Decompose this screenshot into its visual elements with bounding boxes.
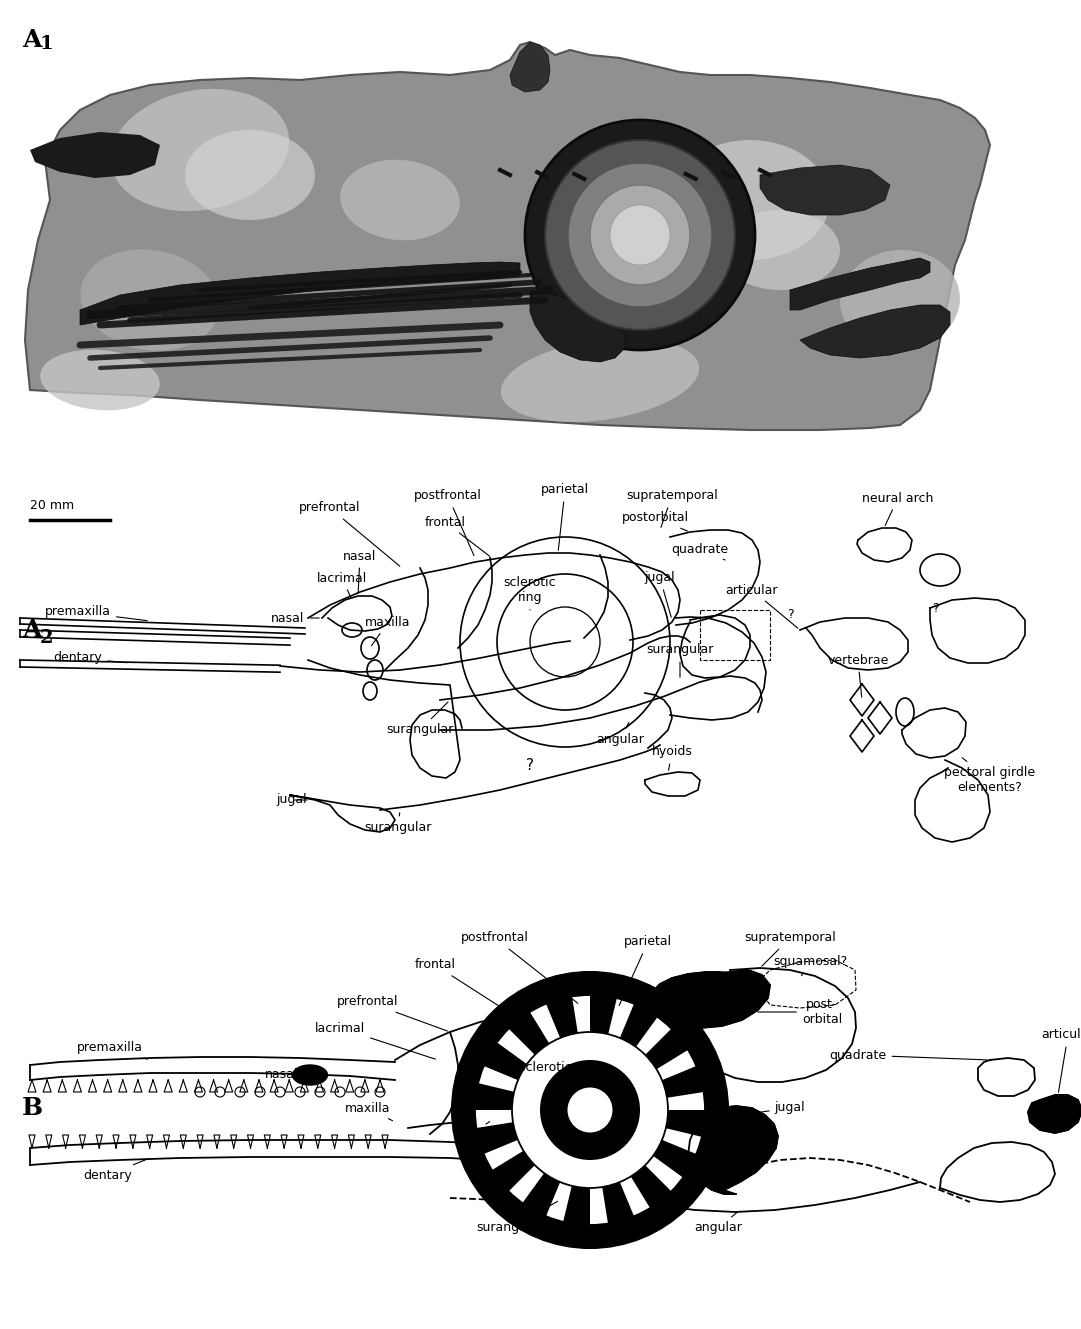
Text: maxilla: maxilla (365, 615, 411, 646)
Text: nasal: nasal (265, 1069, 307, 1082)
Wedge shape (484, 1042, 526, 1080)
Text: sclerotic
ring: sclerotic ring (504, 575, 557, 610)
Text: parietal: parietal (540, 484, 589, 550)
Text: postorbital: postorbital (622, 512, 689, 532)
Text: jugal: jugal (455, 1122, 490, 1142)
Ellipse shape (80, 250, 219, 351)
Polygon shape (30, 132, 160, 178)
Ellipse shape (110, 89, 290, 211)
Circle shape (475, 995, 705, 1225)
Text: hyoids: hyoids (652, 746, 693, 771)
Text: jugal: jugal (743, 1102, 805, 1115)
Text: nasal: nasal (344, 549, 376, 593)
Polygon shape (530, 290, 625, 361)
Text: quadrate: quadrate (829, 1049, 987, 1062)
Ellipse shape (185, 130, 315, 221)
Polygon shape (800, 304, 950, 358)
Text: vertebrae: vertebrae (827, 654, 889, 698)
Text: dentary: dentary (83, 1159, 147, 1181)
Ellipse shape (670, 140, 830, 260)
Circle shape (540, 1061, 640, 1160)
Text: angular: angular (596, 723, 644, 747)
Text: quadrate: quadrate (671, 544, 729, 560)
Text: lacrimal: lacrimal (315, 1022, 436, 1059)
Text: 2: 2 (40, 629, 53, 647)
Text: postfrontal: postfrontal (462, 932, 578, 1003)
Text: parietal: parietal (619, 936, 672, 1006)
Polygon shape (80, 262, 520, 326)
Polygon shape (790, 258, 930, 310)
Text: articular: articular (725, 583, 798, 629)
Text: surangular: surangular (364, 813, 431, 835)
Wedge shape (563, 1185, 590, 1225)
Wedge shape (666, 1110, 705, 1136)
Wedge shape (602, 1181, 635, 1224)
Text: prefrontal: prefrontal (299, 501, 400, 566)
Ellipse shape (501, 338, 699, 423)
Wedge shape (619, 1003, 657, 1047)
Wedge shape (653, 1140, 696, 1177)
Text: ?: ? (932, 602, 938, 614)
Polygon shape (760, 165, 890, 215)
Ellipse shape (720, 210, 840, 290)
Wedge shape (522, 1174, 560, 1216)
Circle shape (568, 1087, 613, 1132)
Text: surangular: surangular (477, 1201, 558, 1235)
Ellipse shape (293, 1065, 328, 1084)
Text: jugal: jugal (644, 571, 676, 618)
Text: surangular: surangular (386, 702, 454, 736)
Text: ?: ? (526, 758, 534, 772)
Text: angular: angular (694, 1212, 742, 1235)
Polygon shape (688, 1106, 778, 1193)
Text: surangular: surangular (646, 643, 713, 678)
Circle shape (545, 140, 735, 330)
Polygon shape (1028, 1095, 1081, 1134)
Text: A: A (22, 28, 41, 52)
Text: prefrontal: prefrontal (337, 995, 448, 1031)
Circle shape (525, 120, 755, 350)
Text: 20 mm: 20 mm (30, 498, 75, 512)
Ellipse shape (840, 250, 960, 350)
Text: 1: 1 (40, 35, 54, 53)
Wedge shape (546, 997, 578, 1038)
Wedge shape (509, 1011, 549, 1055)
Text: lacrimal: lacrimal (317, 571, 368, 598)
Wedge shape (645, 1029, 688, 1070)
Text: pectoral girdle
elements?: pectoral girdle elements? (945, 758, 1036, 793)
Text: nasal: nasal (271, 611, 319, 625)
Text: postfrontal: postfrontal (414, 489, 482, 556)
Text: dentary: dentary (54, 651, 128, 664)
Text: supratemporal: supratemporal (744, 932, 836, 966)
Text: maxilla: maxilla (345, 1102, 392, 1120)
Polygon shape (25, 43, 990, 431)
Circle shape (590, 185, 690, 284)
Text: articular: articular (1042, 1029, 1081, 1092)
Text: premaxilla: premaxilla (45, 606, 147, 621)
Wedge shape (630, 1166, 671, 1208)
Circle shape (568, 163, 712, 307)
Text: ?: ? (787, 609, 793, 622)
Text: B: B (22, 1096, 43, 1120)
Text: frontal: frontal (425, 516, 490, 557)
Circle shape (610, 205, 670, 264)
Text: sclerotic ring: sclerotic ring (520, 1062, 601, 1075)
Polygon shape (650, 970, 770, 1029)
Text: supratemporal: supratemporal (626, 489, 718, 528)
Text: post-
orbital: post- orbital (758, 998, 842, 1026)
Wedge shape (477, 1122, 518, 1154)
Text: frontal: frontal (414, 958, 510, 1014)
Text: neural arch: neural arch (863, 492, 934, 525)
Ellipse shape (40, 350, 160, 411)
Text: squamosal?: squamosal? (773, 956, 848, 975)
Ellipse shape (341, 159, 459, 241)
Wedge shape (475, 1083, 515, 1110)
Polygon shape (510, 43, 550, 92)
Text: A: A (22, 618, 41, 642)
Wedge shape (492, 1151, 535, 1191)
Wedge shape (662, 1066, 704, 1098)
Text: jugal: jugal (277, 793, 307, 807)
Circle shape (452, 971, 728, 1248)
Wedge shape (590, 995, 617, 1034)
Text: premaxilla: premaxilla (77, 1042, 147, 1059)
